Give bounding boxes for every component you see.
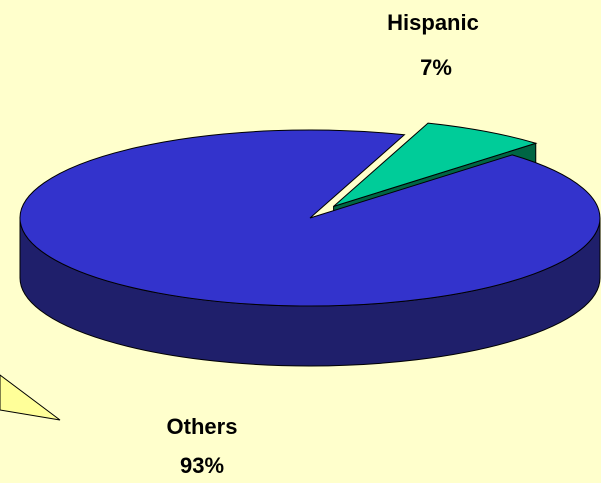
slice-label-others-value: 93% xyxy=(180,453,224,478)
slice-label-others-name: Others xyxy=(167,414,238,439)
pie-slice-hispanic xyxy=(333,122,538,207)
pie-slice-others xyxy=(19,129,601,307)
callout-pointer xyxy=(0,374,61,421)
slice-label-hispanic-value: 7% xyxy=(420,55,452,80)
slice-label-hispanic-name: Hispanic xyxy=(387,10,479,35)
